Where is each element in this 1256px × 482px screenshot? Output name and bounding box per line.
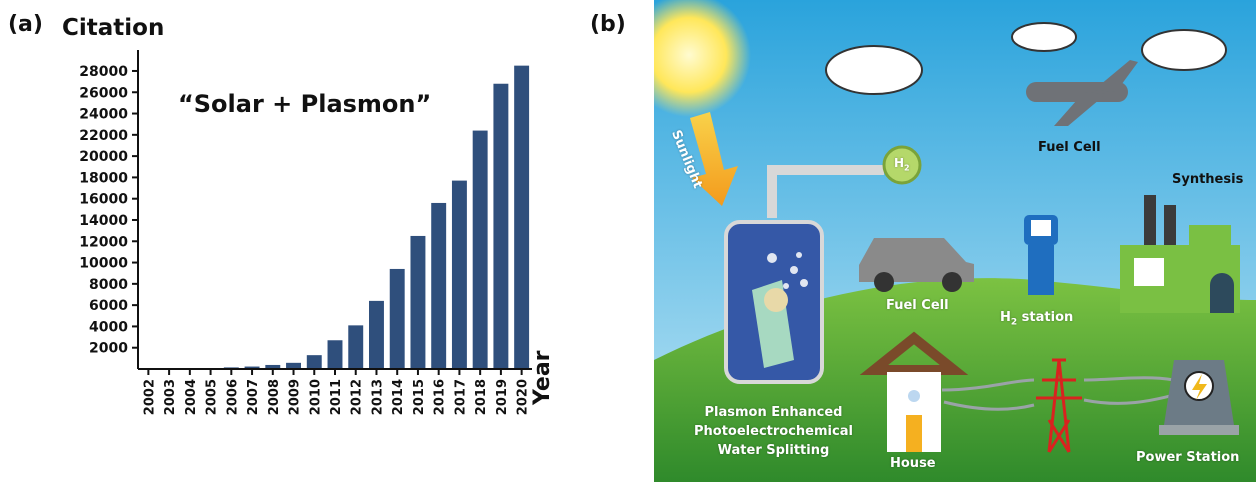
car-icon (859, 238, 974, 292)
x-tick-label-2020: 2020 (516, 379, 531, 415)
gas-bubbles (767, 252, 808, 289)
bar-2014 (389, 268, 405, 369)
cloud-icon (825, 45, 923, 95)
x-tick-label-2013: 2013 (370, 379, 385, 415)
chart-annotation: “Solar + Plasmon” (178, 90, 432, 118)
h2-station-icon (1024, 215, 1058, 295)
pec-label: Plasmon Enhanced Photoelectrochemical Wa… (694, 403, 853, 460)
bar-2015 (410, 235, 426, 369)
pec-label-line2: Photoelectrochemical (694, 424, 853, 439)
fuel-cell-car-label: Fuel Cell (886, 298, 949, 313)
sun-icon (654, 0, 751, 117)
bar-2017 (451, 180, 467, 369)
y-tick-label: 20000 (79, 149, 128, 165)
x-tick-label-2015: 2015 (412, 379, 427, 415)
y-tick-label: 6000 (89, 298, 128, 314)
x-tick-label-2014: 2014 (391, 379, 406, 415)
airplane-icon (1026, 60, 1138, 126)
panel-a-label: (a) (8, 12, 43, 37)
synthesis-label: Synthesis (1172, 172, 1244, 187)
x-tick-label-2011: 2011 (329, 379, 344, 415)
power-lines (941, 378, 1035, 411)
h2-bubble-icon (882, 145, 922, 185)
y-tick-label: 8000 (89, 277, 128, 293)
nanoparticle-icon (764, 288, 788, 312)
bar-2012 (348, 325, 364, 369)
y-tick-label: 2000 (89, 341, 128, 357)
y-tick-label: 28000 (79, 64, 128, 80)
cloud-icon (1141, 29, 1227, 71)
y-tick-label: 14000 (79, 213, 128, 229)
x-tick-label-2002: 2002 (142, 379, 157, 415)
y-tick-label: 22000 (79, 128, 128, 144)
x-tick-label-2018: 2018 (474, 379, 489, 415)
bar-2016 (431, 202, 447, 369)
power-lines (1083, 376, 1175, 405)
x-tick-label-2009: 2009 (288, 379, 303, 415)
x-tick-label-2003: 2003 (163, 379, 178, 415)
pylon-icon (1036, 358, 1082, 453)
bar-2010 (306, 355, 322, 369)
power-station-label: Power Station (1136, 450, 1240, 465)
hydrogen-economy-illustration: Sunlight H2 Fuel Cell Synthesis Fuel Cel… (654, 0, 1256, 482)
scene-graphic (654, 0, 1256, 482)
citation-bar-chart: 2000 4000 6000 8000 10000 12000 14000 16000 1800… (79, 50, 532, 415)
h2-station-label: H2 station (1000, 310, 1074, 328)
y-tick-label: 26000 (79, 85, 128, 101)
x-tick-label-2006: 2006 (225, 379, 240, 415)
panel-b-label: (b) (590, 12, 626, 37)
bar-2008 (265, 364, 281, 369)
x-tick-label-2010: 2010 (308, 379, 323, 415)
y-tick-label: 18000 (79, 170, 128, 186)
bar-2013 (369, 300, 384, 369)
house-label: House (890, 456, 936, 471)
x-tick-label-2008: 2008 (267, 379, 282, 415)
x-tick-label-2017: 2017 (453, 379, 468, 415)
factory-icon (1120, 195, 1240, 313)
bar-2011 (327, 340, 343, 369)
bar-2009 (286, 362, 301, 369)
h2-bubble-label: H2 (894, 156, 910, 173)
sunlight-arrow-icon (690, 112, 738, 206)
house-icon (859, 331, 969, 452)
x-tick-label-2012: 2012 (350, 379, 365, 415)
bar-2007 (244, 366, 260, 369)
y-axis-title: Citation (62, 15, 165, 41)
y-tick-label: 4000 (89, 319, 128, 335)
x-tick-label-2016: 2016 (433, 379, 448, 415)
x-tick-label-2004: 2004 (184, 379, 199, 415)
y-tick-label: 24000 (79, 107, 128, 123)
x-tick-label-2007: 2007 (246, 379, 261, 415)
y-tick-label: 16000 (79, 192, 128, 208)
fuel-cell-top-label: Fuel Cell (1038, 140, 1101, 155)
x-tick-label-2005: 2005 (205, 379, 220, 415)
cloud-icon (1011, 22, 1077, 52)
y-tick-label: 12000 (79, 234, 128, 250)
bar-2020 (514, 65, 530, 369)
pec-label-line3: Water Splitting (717, 443, 830, 458)
x-tick-label-2019: 2019 (495, 379, 510, 415)
h2-pipe (767, 165, 884, 218)
pec-label-line1: Plasmon Enhanced (704, 405, 843, 420)
y-tick-label: 10000 (79, 256, 128, 272)
power-station-icon (1159, 360, 1239, 435)
bar-2018 (472, 130, 488, 369)
bar-2019 (493, 83, 509, 369)
